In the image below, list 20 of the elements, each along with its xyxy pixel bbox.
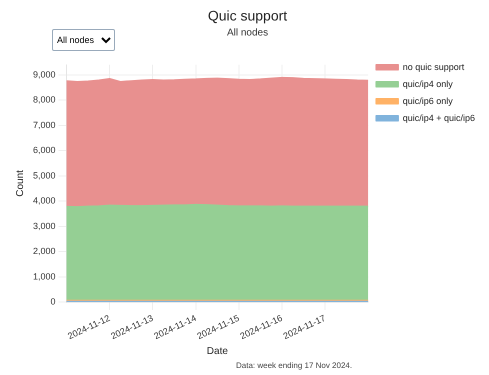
legend-label: quic/ip4 + quic/ip6 xyxy=(402,112,476,123)
y-tick-label: 7,000 xyxy=(32,120,56,130)
x-axis-title: Date xyxy=(206,346,228,357)
y-tick-label: 1,000 xyxy=(32,271,56,282)
legend-label: quic/ip6 only xyxy=(402,96,454,106)
chart-title: Quic support xyxy=(208,7,288,24)
legend-label: quic/ip4 only xyxy=(402,78,454,89)
y-tick-label: 4,000 xyxy=(32,196,56,206)
y-tick-label: 8,000 xyxy=(32,94,56,105)
text: Data: week ending 17 Nov 2024. xyxy=(236,361,352,370)
y-tick-label: 5,000 xyxy=(32,170,56,180)
y-tick-label: 3,000 xyxy=(32,220,56,231)
text: All nodes xyxy=(52,29,115,51)
y-tick-label: 6,000 xyxy=(32,145,56,156)
y-tick-label: 0 xyxy=(50,296,56,307)
legend-label: no quic support xyxy=(402,62,465,72)
y-tick-label: 9,000 xyxy=(32,69,56,80)
y-axis-title: Count xyxy=(14,170,26,197)
y-tick-label: 2,000 xyxy=(32,246,56,256)
chart-subtitle: All nodes xyxy=(226,28,268,39)
